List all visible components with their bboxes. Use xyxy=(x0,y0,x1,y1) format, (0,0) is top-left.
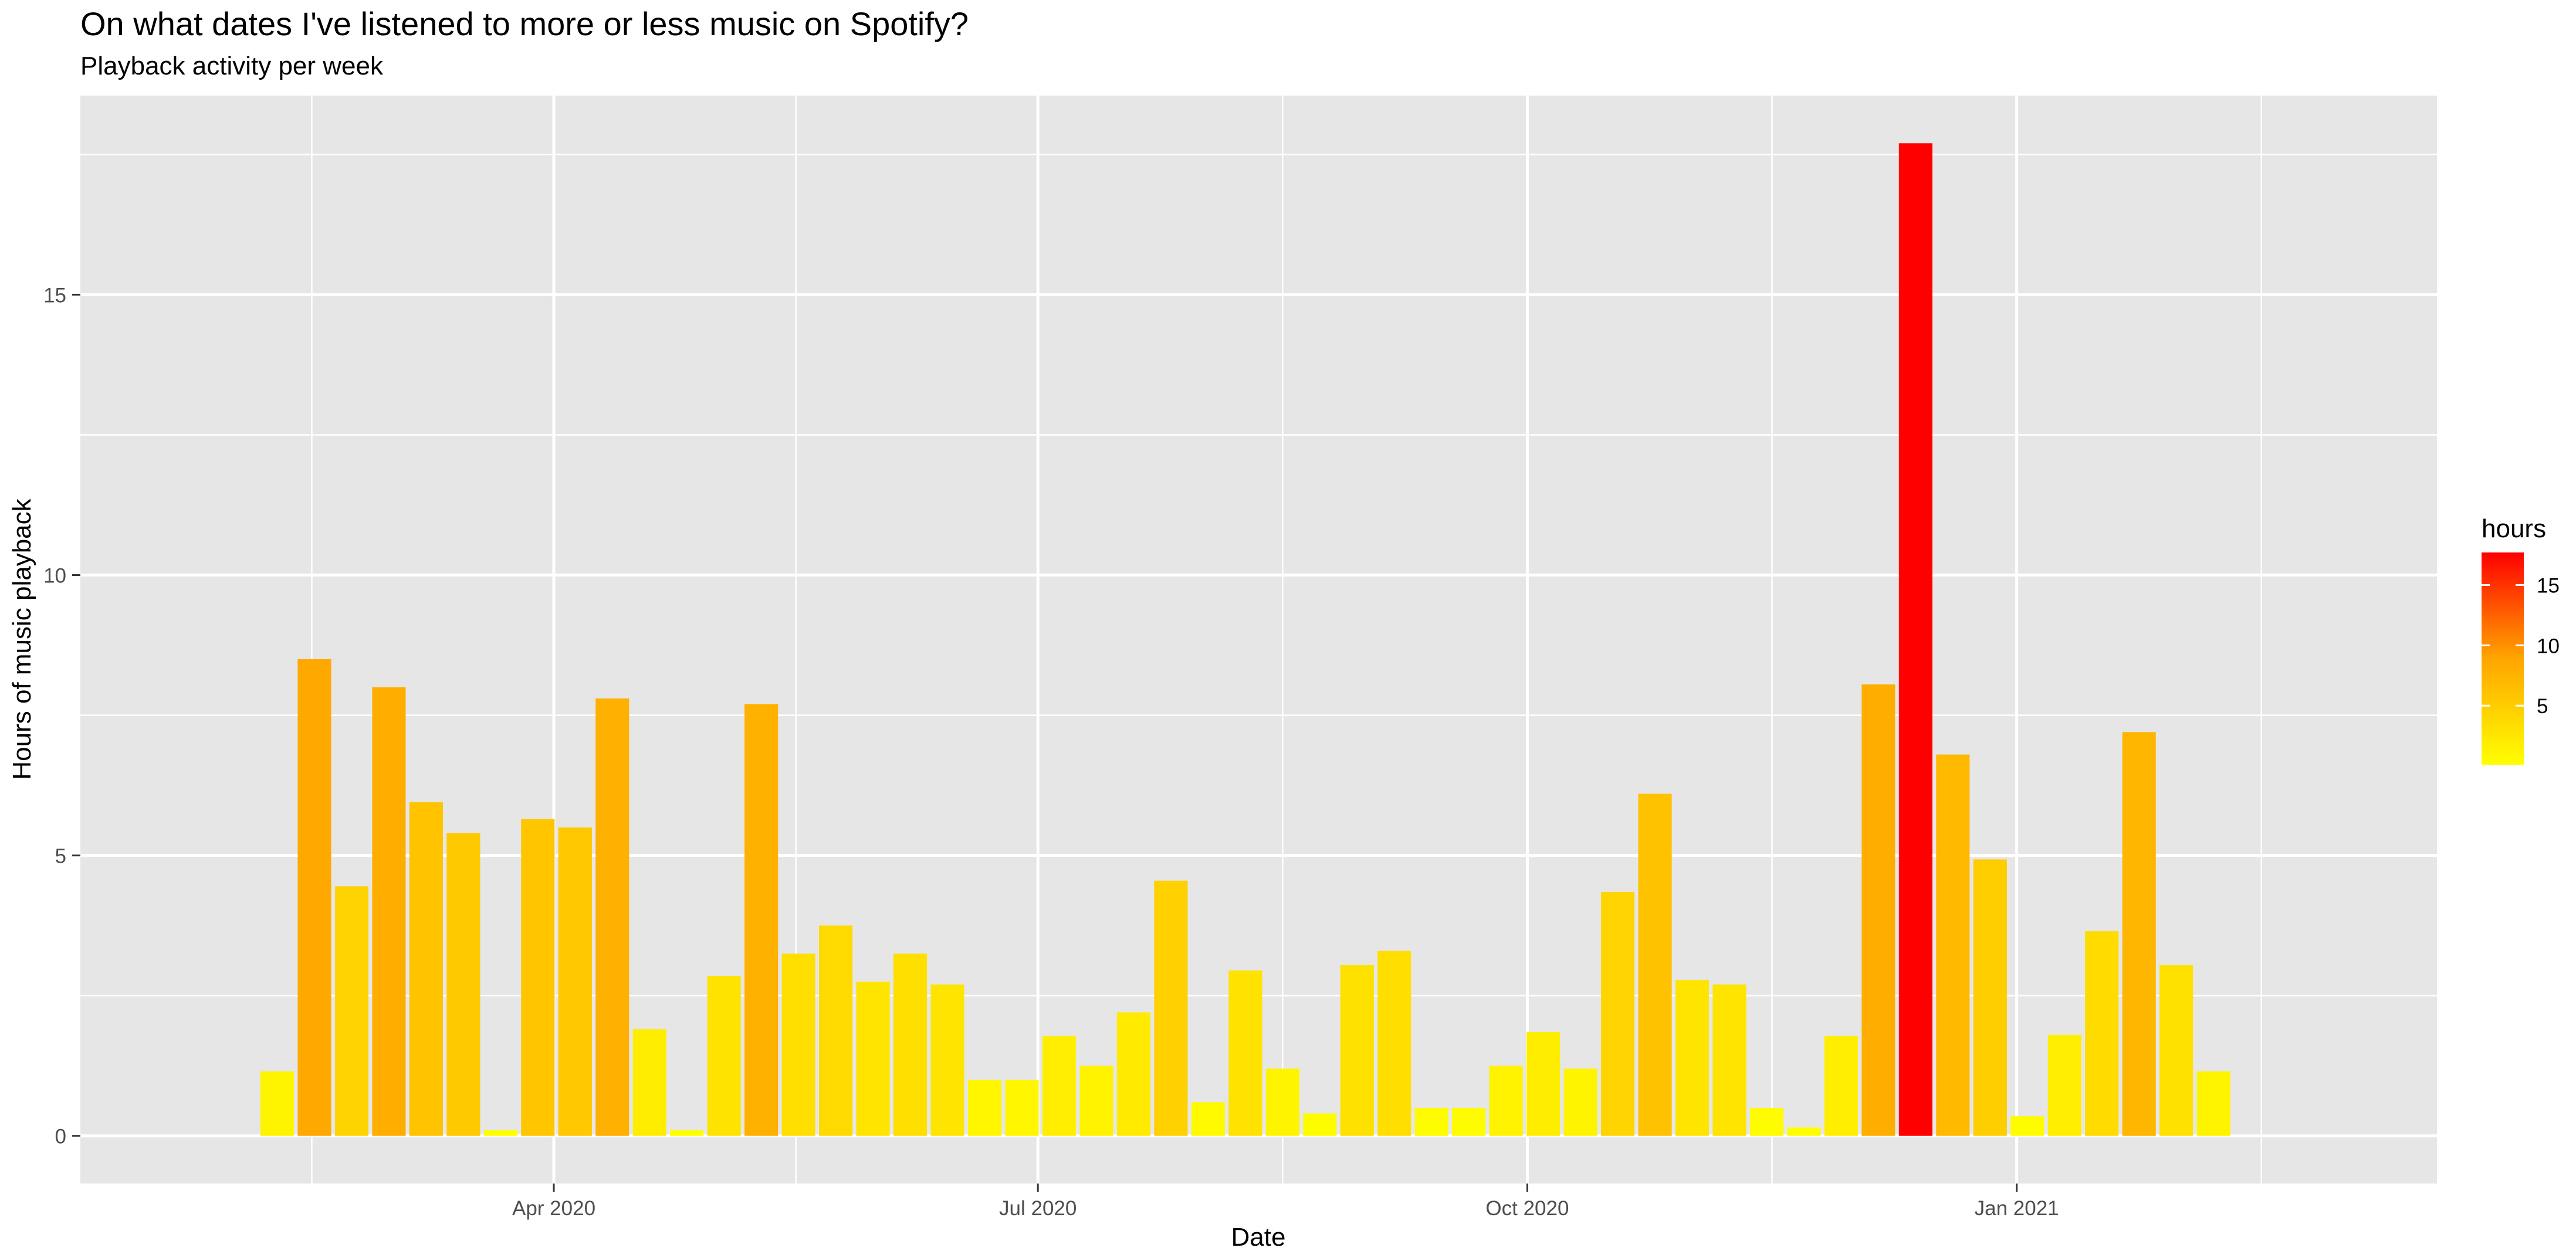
legend-title: hours xyxy=(2482,514,2546,543)
x-axis-label: Date xyxy=(1231,1223,1286,1252)
bar xyxy=(1601,891,1635,1136)
bar xyxy=(297,659,331,1136)
chart-subtitle: Playback activity per week xyxy=(80,52,383,80)
bar xyxy=(2196,1071,2230,1136)
bar xyxy=(632,1029,666,1136)
legend: hours 5 10 15 xyxy=(2482,514,2560,765)
bar xyxy=(819,925,853,1136)
bar xyxy=(707,976,741,1136)
x-tick-label: Apr 2020 xyxy=(512,1197,595,1220)
bar xyxy=(856,981,890,1136)
bar xyxy=(1079,1066,1113,1136)
bar xyxy=(260,1071,295,1136)
bar xyxy=(595,698,629,1136)
y-axis-label: Hours of music playback xyxy=(8,498,36,779)
bar xyxy=(521,819,555,1136)
legend-tick-label: 10 xyxy=(2537,635,2560,657)
bar xyxy=(483,1130,517,1136)
bar xyxy=(1154,880,1188,1136)
bar xyxy=(670,1130,704,1136)
bar xyxy=(2159,965,2194,1136)
bar xyxy=(2010,1116,2044,1136)
bar xyxy=(1824,1036,1858,1136)
x-tick-label: Oct 2020 xyxy=(1485,1197,1569,1220)
bar xyxy=(893,953,928,1136)
bar xyxy=(1638,794,1672,1136)
bar xyxy=(1452,1107,1486,1136)
bar xyxy=(744,704,778,1136)
legend-colorbar xyxy=(2482,552,2524,765)
bar xyxy=(1563,1068,1597,1136)
bar xyxy=(1675,979,1710,1136)
y-axis: 0 5 10 15 xyxy=(43,284,80,1148)
bar xyxy=(1303,1113,1337,1136)
y-tick-label: 15 xyxy=(43,284,66,307)
bar xyxy=(1898,143,1932,1136)
chart-title: On what dates I've listened to more or l… xyxy=(80,5,969,42)
x-axis: Apr 2020 Jul 2020 Oct 2020 Jan 2021 xyxy=(512,1184,2059,1220)
bar xyxy=(1042,1036,1077,1136)
y-tick-label: 0 xyxy=(55,1125,66,1148)
bar xyxy=(1377,951,1411,1136)
legend-tick-label: 5 xyxy=(2537,695,2548,718)
bar xyxy=(1526,1032,1561,1136)
bar xyxy=(1265,1068,1299,1136)
bar xyxy=(1861,684,1895,1136)
bar xyxy=(1936,754,1970,1136)
y-tick-label: 5 xyxy=(55,845,66,868)
bar xyxy=(1228,970,1262,1136)
bar xyxy=(781,953,815,1136)
bar xyxy=(1712,984,1746,1136)
bar xyxy=(334,886,369,1136)
bar xyxy=(446,833,480,1136)
bar xyxy=(372,687,406,1136)
bars xyxy=(260,143,2230,1136)
bar xyxy=(1191,1102,1225,1136)
bar xyxy=(2085,931,2119,1136)
legend-tick-label: 15 xyxy=(2537,575,2560,598)
bar xyxy=(409,802,443,1136)
bar xyxy=(967,1080,1002,1136)
x-tick-label: Jan 2021 xyxy=(1975,1197,2059,1220)
bar xyxy=(1414,1107,1448,1136)
bar xyxy=(1749,1107,1784,1136)
y-tick-label: 10 xyxy=(43,565,66,588)
bar xyxy=(1973,859,2007,1136)
bar xyxy=(2047,1035,2081,1136)
x-tick-label: Jul 2020 xyxy=(999,1197,1077,1220)
bar xyxy=(1787,1127,1821,1136)
bar xyxy=(930,984,964,1136)
bar xyxy=(1116,1012,1150,1136)
bar xyxy=(558,827,592,1136)
legend-ticks: 5 10 15 xyxy=(2482,575,2560,718)
bar xyxy=(1489,1066,1523,1136)
bar xyxy=(1005,1080,1039,1136)
bar xyxy=(2122,732,2156,1136)
bar xyxy=(1340,965,1374,1136)
